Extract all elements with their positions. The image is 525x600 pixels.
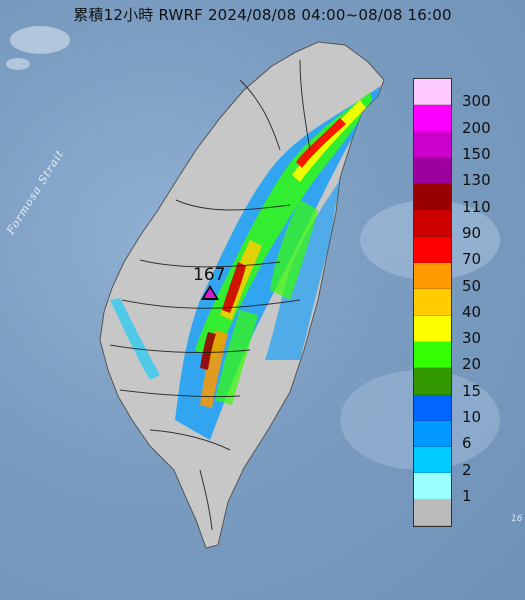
legend-label: 6 xyxy=(462,434,472,453)
legend-label: 90 xyxy=(462,223,482,242)
legend-swatch xyxy=(414,315,451,342)
legend-swatch xyxy=(414,420,451,448)
legend-label: 130 xyxy=(462,171,491,190)
legend-swatch xyxy=(414,447,451,474)
legend-label: 10 xyxy=(462,408,482,427)
legend-swatch xyxy=(414,499,451,527)
river-lines xyxy=(109,59,311,531)
legend-label: 200 xyxy=(462,118,491,137)
legend-label: 110 xyxy=(462,197,491,216)
legend-swatch xyxy=(414,210,451,237)
legend-swatch xyxy=(414,105,451,132)
legend-label: 50 xyxy=(462,276,482,295)
legend-label: 2 xyxy=(462,460,472,479)
legend-swatch xyxy=(414,341,451,369)
legend-swatch xyxy=(414,79,451,106)
legend-swatch xyxy=(414,289,451,316)
legend-swatch xyxy=(414,263,451,290)
legend-label: 150 xyxy=(462,145,491,164)
color-scale-legend xyxy=(413,78,452,528)
legend-label: 15 xyxy=(462,381,482,400)
legend-label: 70 xyxy=(462,250,482,269)
legend-swatch xyxy=(414,368,451,395)
peak-triangle-icon xyxy=(201,285,219,300)
legend-swatch xyxy=(414,157,451,185)
legend-swatch xyxy=(414,131,451,158)
legend-swatch xyxy=(414,473,451,500)
legend-label: 30 xyxy=(462,329,482,348)
corner-text: 16 xyxy=(511,514,523,524)
legend-swatch xyxy=(414,184,451,211)
legend-swatch xyxy=(414,394,451,421)
map-title: 累積12小時 RWRF 2024/08/08 04:00~08/08 16:00 xyxy=(73,6,452,24)
legend-label: 300 xyxy=(462,92,491,111)
legend-swatch xyxy=(414,236,451,264)
legend-label: 40 xyxy=(462,302,482,321)
peak-value-label: 167 xyxy=(193,265,226,285)
legend-label: 20 xyxy=(462,355,482,374)
legend-label: 1 xyxy=(462,486,472,505)
